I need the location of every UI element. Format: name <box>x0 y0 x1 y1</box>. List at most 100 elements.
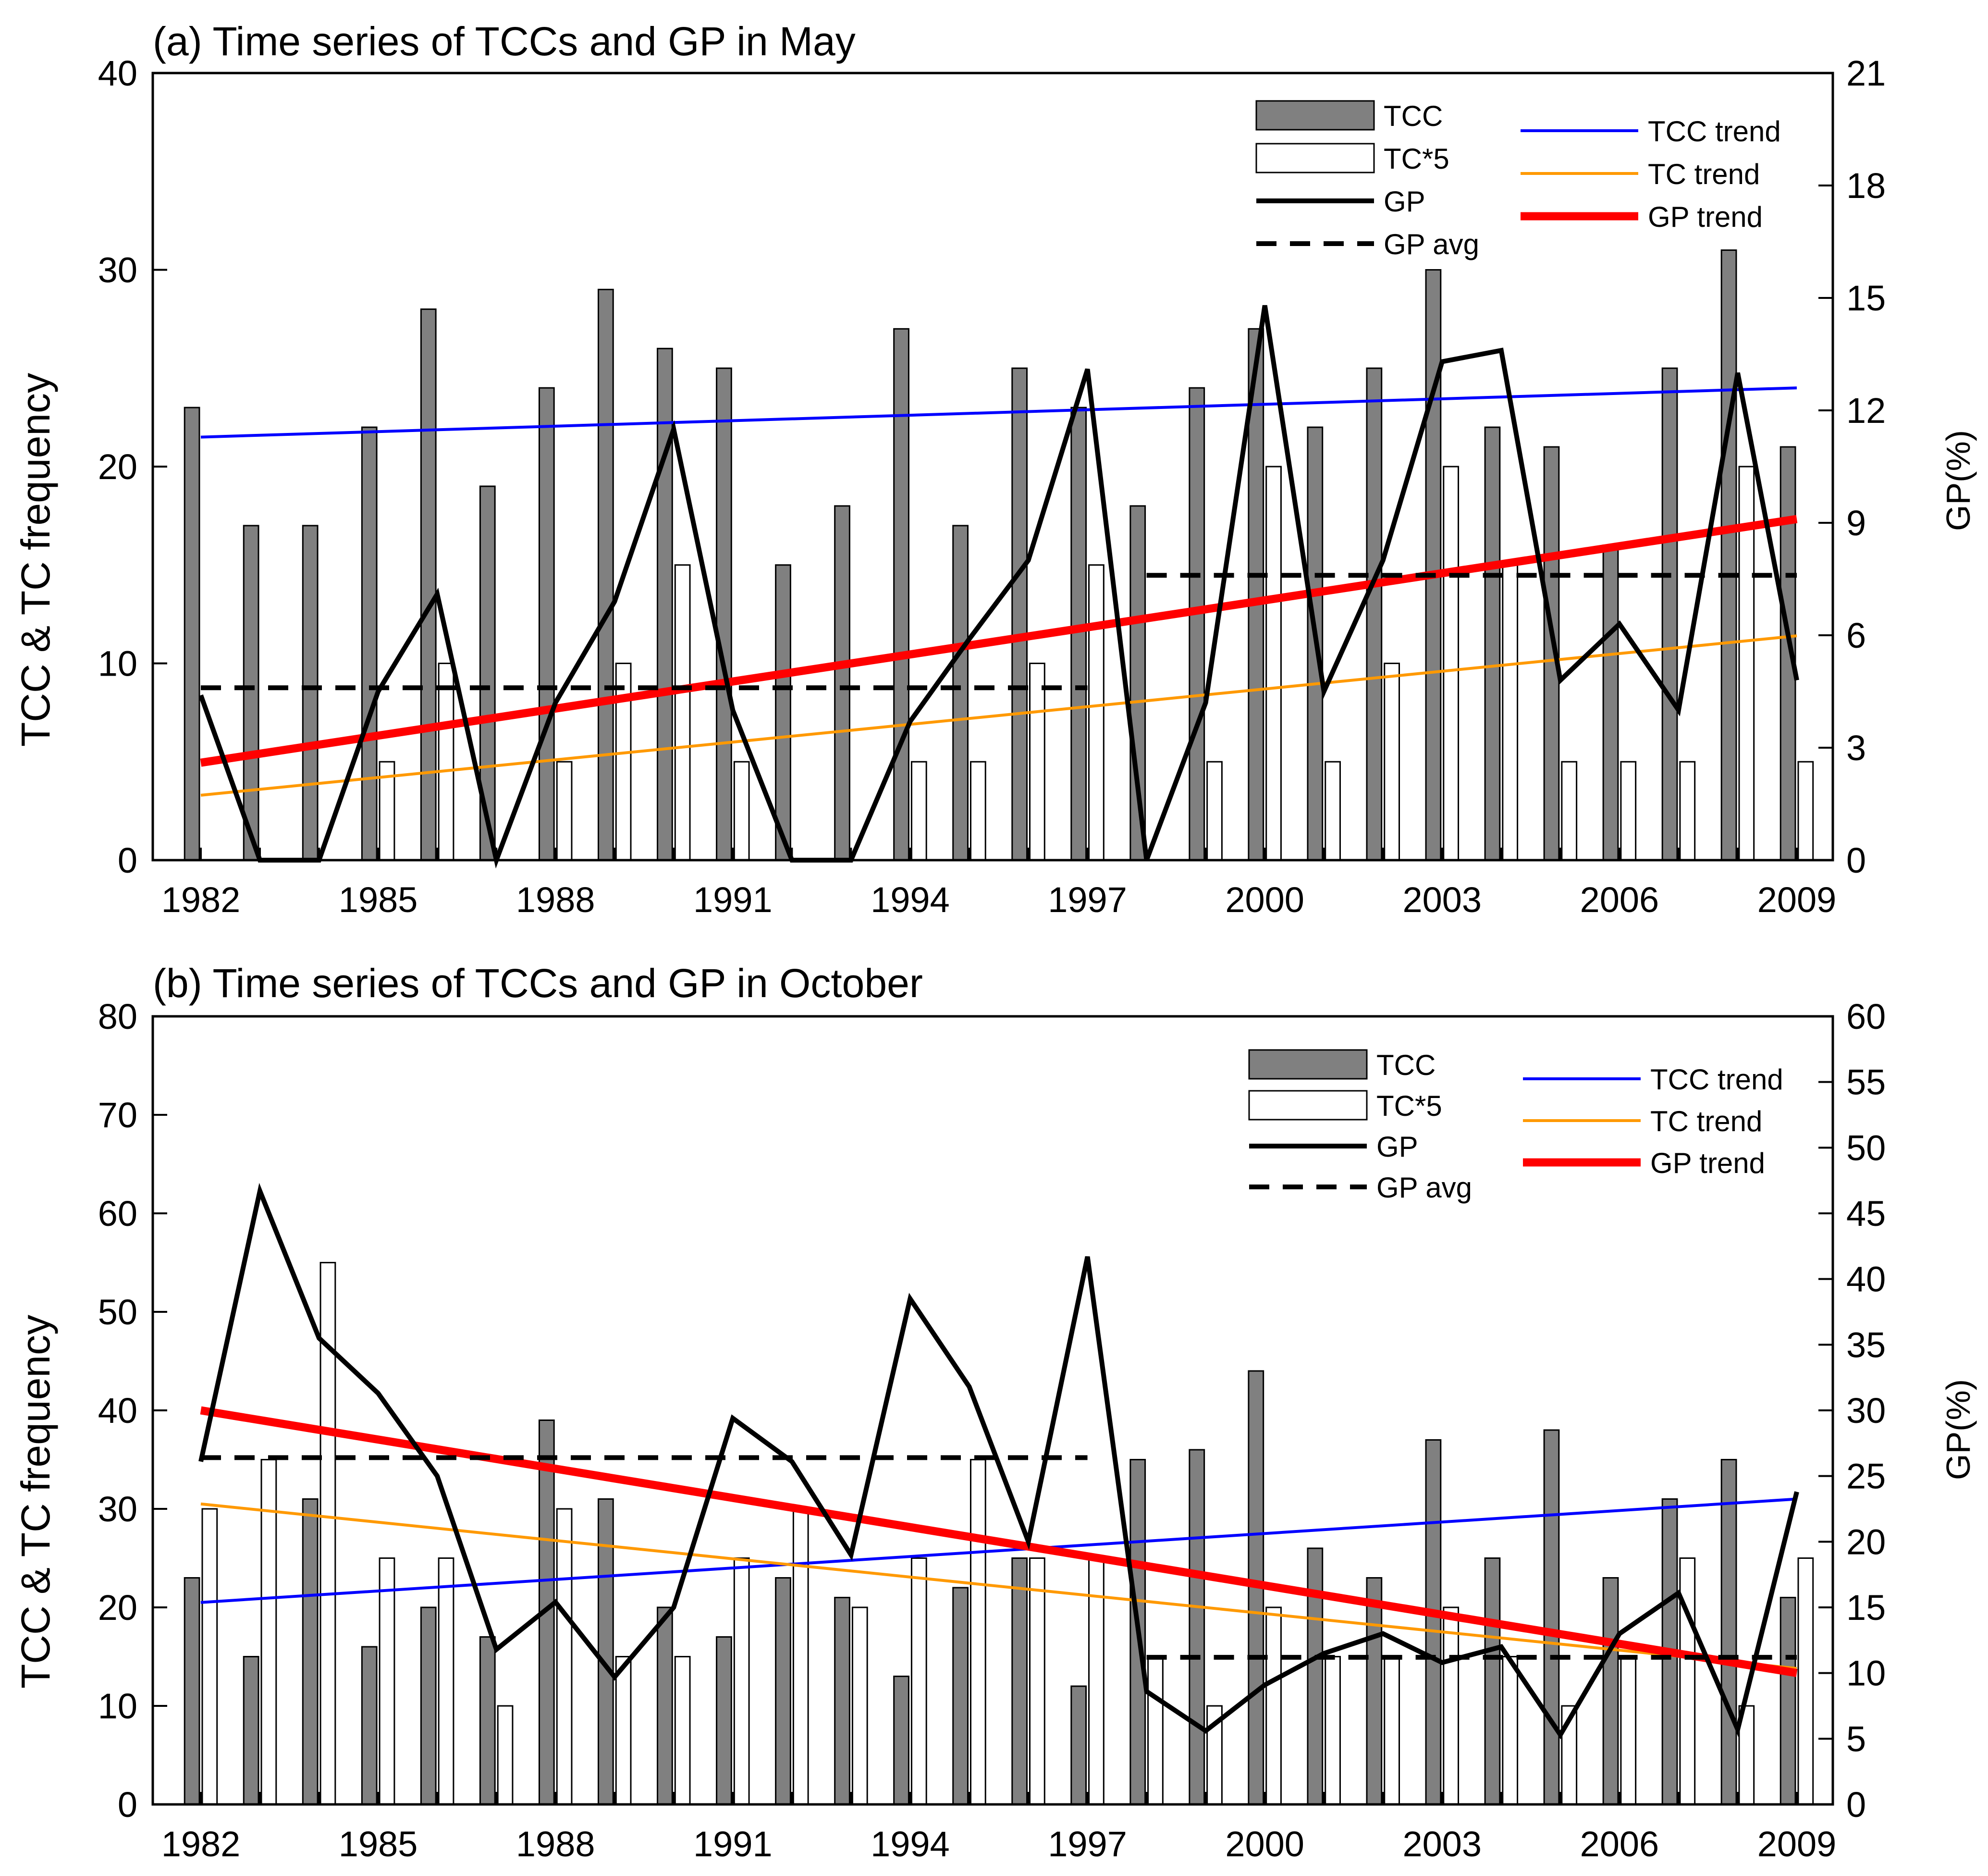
gp-line <box>198 1183 1799 1740</box>
tcc-bar <box>598 1498 614 1805</box>
legend-label: GP trend <box>1650 1147 1765 1179</box>
tc5-bar <box>438 663 454 861</box>
left-tick-label: 40 <box>98 53 137 93</box>
right-tick-label: 10 <box>1846 1654 1886 1693</box>
tc5-bar <box>851 1606 868 1805</box>
tc5-bar <box>1679 761 1696 861</box>
tcc-bar <box>479 1636 496 1805</box>
left-tick-label: 0 <box>118 840 137 880</box>
tc5-bar <box>969 761 986 861</box>
right-tick-label: 55 <box>1846 1062 1886 1102</box>
left-axis-label: TCC & TC frequency <box>13 1315 58 1689</box>
tcc-bar <box>1484 1557 1501 1805</box>
tcc-bar <box>893 1676 909 1805</box>
tcc-bar <box>1070 1685 1087 1805</box>
tc5-bar <box>379 1557 395 1805</box>
x-tick-label: 2006 <box>1580 880 1659 920</box>
tcc-bar <box>775 564 791 861</box>
legend-label: TCC trend <box>1650 1063 1783 1096</box>
tcc-bar <box>893 328 909 861</box>
tc5-bar <box>674 564 691 861</box>
right-axis-label: GP(%) <box>1939 430 1977 531</box>
tc5-bar <box>1384 663 1400 861</box>
legend-swatch-tc5 <box>1255 143 1375 173</box>
right-tick-label: 15 <box>1846 1588 1886 1628</box>
tc5-bar <box>556 1508 573 1805</box>
tcc-bar <box>420 308 437 861</box>
tc5-bar <box>615 663 632 861</box>
left-tick-label: 30 <box>98 250 137 290</box>
tcc-bar <box>716 367 732 861</box>
tcc-bar <box>834 505 850 861</box>
tcc-bar <box>1602 1577 1619 1805</box>
legend-label: TC*5 <box>1376 1090 1442 1122</box>
legend-label: TCC <box>1376 1049 1436 1081</box>
tc5-bar <box>438 1557 454 1805</box>
tc5-bar <box>1443 466 1460 861</box>
tcc-bar <box>1366 367 1383 861</box>
tc5-bar <box>1384 1656 1400 1805</box>
tcc-bar <box>1366 1577 1383 1805</box>
tcc-bar <box>1484 426 1501 861</box>
tc5-bar <box>1147 1656 1164 1805</box>
tc-trend-line <box>200 634 1797 797</box>
tcc-bar <box>1720 1459 1737 1805</box>
x-tick-label: 1997 <box>1048 880 1127 920</box>
tc5-bar <box>1620 761 1637 861</box>
tc5-bar <box>1620 1656 1637 1805</box>
left-tick-label: 0 <box>118 1785 137 1825</box>
left-tick-label: 10 <box>98 1686 137 1726</box>
tc5-bar <box>1797 761 1814 861</box>
right-tick-label: 12 <box>1846 391 1886 431</box>
right-tick-label: 9 <box>1846 503 1866 543</box>
tcc-bar <box>184 407 200 861</box>
tc5-bar <box>615 1656 632 1805</box>
tcc-trend-line <box>200 386 1797 439</box>
plot-area: 0 10 20 30 40 50 60 70 80 0 5 10 15 20 25 30 35 40 45 50 55 6… <box>98 997 1886 1864</box>
panel-a: (a) Time series of TCCs and GP in May TC… <box>13 19 1977 920</box>
tc5-bar <box>1088 564 1104 861</box>
legend-label: TC trend <box>1648 158 1760 190</box>
right-tick-label: 45 <box>1846 1194 1886 1234</box>
right-tick-label: 0 <box>1846 840 1866 880</box>
x-tick-label: 1982 <box>161 1824 241 1864</box>
right-tick-label: 6 <box>1846 616 1866 655</box>
tcc-bar <box>1011 1557 1028 1805</box>
legend-label: GP avg <box>1376 1172 1472 1204</box>
tc5-bar <box>1029 1557 1045 1805</box>
left-tick-label: 50 <box>98 1292 137 1332</box>
tcc-bar <box>1070 407 1087 861</box>
legend-label: TC*5 <box>1384 143 1449 175</box>
tc5-bar <box>1502 564 1519 861</box>
panel-title: (b) Time series of TCCs and GP in Octobe… <box>153 961 923 1006</box>
right-tick-label: 21 <box>1846 53 1886 93</box>
tc5-bar <box>1265 466 1282 861</box>
legend-swatch-tc5 <box>1248 1090 1368 1121</box>
left-tick-label: 20 <box>98 1588 137 1628</box>
tcc-bar <box>1011 367 1028 861</box>
panel-b: (b) Time series of TCCs and GP in Octobe… <box>13 961 1977 1864</box>
tc5-bar <box>1679 1557 1696 1805</box>
tc5-bar <box>1325 1656 1341 1805</box>
tc5-bar <box>733 1557 750 1805</box>
left-tick-label: 20 <box>98 447 137 487</box>
tcc-bar <box>952 1587 969 1805</box>
tcc-bar <box>361 426 378 861</box>
tcc-bar <box>184 1577 200 1805</box>
tc5-bar <box>733 761 750 861</box>
tc5-bar <box>1206 761 1223 861</box>
tc5-bar <box>1325 761 1341 861</box>
tc5-bar <box>674 1656 691 1805</box>
right-tick-label: 30 <box>1846 1391 1886 1431</box>
tcc-bar <box>302 525 319 861</box>
x-tick-label: 2009 <box>1757 880 1837 920</box>
right-tick-label: 35 <box>1846 1325 1886 1365</box>
right-tick-label: 5 <box>1846 1719 1866 1759</box>
x-tick-label: 1991 <box>693 1824 773 1864</box>
tcc-bar <box>1779 1597 1796 1805</box>
tc5-bar <box>910 761 927 861</box>
tcc-bar <box>1425 1439 1442 1805</box>
right-tick-label: 25 <box>1846 1456 1886 1496</box>
